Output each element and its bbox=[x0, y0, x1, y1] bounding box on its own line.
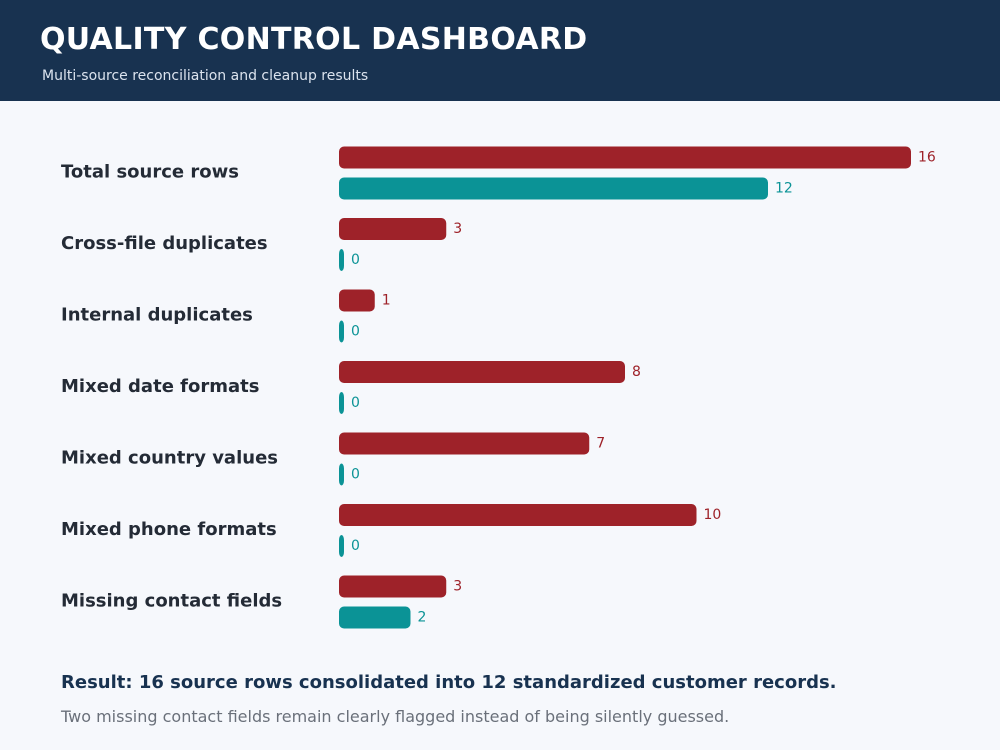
bar-value-label: 0 bbox=[351, 538, 360, 554]
category-label: Missing contact fields bbox=[61, 591, 282, 612]
category-label: Internal duplicates bbox=[61, 305, 253, 326]
bar-value-label: 3 bbox=[453, 221, 462, 237]
bar-value-label: 12 bbox=[775, 181, 793, 197]
bar-series-2 bbox=[339, 249, 344, 271]
page-title: QUALITY CONTROL DASHBOARD bbox=[40, 22, 588, 57]
bar-series-2 bbox=[339, 177, 768, 200]
bar-value-label: 0 bbox=[351, 467, 360, 483]
bar-series-2 bbox=[339, 606, 411, 629]
category-label: Mixed country values bbox=[61, 448, 278, 469]
bar-series-1 bbox=[339, 575, 447, 598]
page-subtitle: Multi-source reconciliation and cleanup … bbox=[42, 68, 369, 84]
bar-value-label: 3 bbox=[453, 579, 462, 595]
bar-value-label: 16 bbox=[918, 150, 936, 166]
bar-series-1 bbox=[339, 361, 625, 383]
bar-value-label: 10 bbox=[704, 507, 722, 523]
header-bar: QUALITY CONTROL DASHBOARD Multi-source r… bbox=[0, 0, 1000, 101]
bar-series-2 bbox=[339, 535, 344, 557]
bar-series-1 bbox=[339, 504, 697, 526]
category-label: Mixed phone formats bbox=[61, 519, 277, 540]
bar-series-2 bbox=[339, 320, 344, 343]
result-note: Two missing contact fields remain clearl… bbox=[61, 707, 730, 726]
bar-value-label: 1 bbox=[382, 293, 391, 309]
result-summary: Result: 16 source rows consolidated into… bbox=[61, 672, 837, 693]
bar-series-2 bbox=[339, 392, 344, 414]
category-label: Total source rows bbox=[61, 162, 239, 183]
category-label: Cross-file duplicates bbox=[61, 233, 268, 254]
bar-value-label: 0 bbox=[351, 395, 360, 411]
bar-series-2 bbox=[339, 463, 344, 486]
bar-value-label: 0 bbox=[351, 324, 360, 340]
bar-series-1 bbox=[339, 289, 375, 312]
bar-value-label: 0 bbox=[351, 252, 360, 268]
bar-value-label: 2 bbox=[418, 610, 427, 626]
bar-series-1 bbox=[339, 146, 911, 169]
bar-value-label: 8 bbox=[632, 364, 641, 380]
category-label: Mixed date formats bbox=[61, 376, 259, 397]
bar-value-label: 7 bbox=[596, 436, 605, 452]
bar-series-1 bbox=[339, 432, 590, 455]
bar-series-1 bbox=[339, 218, 447, 240]
